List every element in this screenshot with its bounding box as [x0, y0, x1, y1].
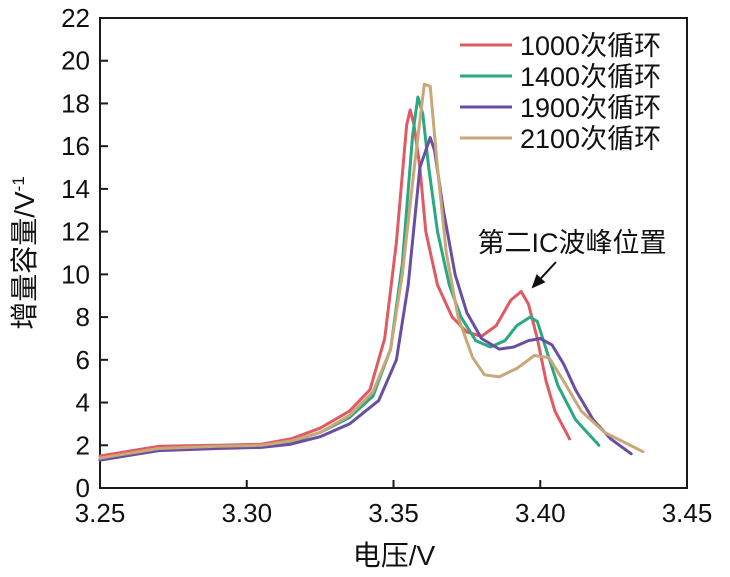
y-tick-label: 2 — [76, 430, 90, 460]
legend-label: 1000次循环 — [520, 31, 661, 61]
x-tick-label: 3.25 — [75, 498, 126, 528]
y-tick-label: 12 — [61, 217, 90, 247]
series-line — [98, 82, 645, 460]
x-tick-label: 3.35 — [368, 498, 419, 528]
legend-label: 1400次循环 — [520, 62, 661, 92]
legend-label: 2100次循环 — [520, 124, 661, 154]
annotation-text: 第二IC波峰位置 — [478, 228, 667, 258]
y-tick-label: 4 — [76, 388, 90, 418]
y-axis-title: 增量容量/V-1 — [9, 176, 40, 330]
y-tick-label: 16 — [61, 131, 90, 161]
y-axis-title-main: 增量容量/V — [9, 191, 40, 330]
y-tick-label: 8 — [76, 302, 90, 332]
x-tick-label: 3.45 — [662, 498, 713, 528]
y-tick-label: 6 — [76, 345, 90, 375]
y-tick-label: 0 — [76, 473, 90, 503]
annotation: 第二IC波峰位置 — [478, 228, 667, 289]
legend-label: 1900次循环 — [520, 93, 661, 123]
x-axis-title: 电压/V — [353, 540, 436, 571]
y-tick-label: 14 — [61, 174, 90, 204]
annotation-arrow-line — [540, 261, 557, 279]
y-tick-label: 20 — [61, 46, 90, 76]
annotation-arrow-head — [531, 274, 546, 289]
y-tick-label: 10 — [61, 259, 90, 289]
x-tick-label: 3.30 — [221, 498, 272, 528]
y-tick-label: 22 — [61, 3, 90, 33]
ticks-layer: 3.25 3.30 3.35 3.40 3.45 0 2 4 6 8 10 12 14 16 18 20 22 — [61, 3, 712, 528]
y-tick-label: 18 — [61, 88, 90, 118]
series-layer — [98, 82, 645, 462]
y-axis-title-superscript: -1 — [9, 176, 28, 191]
series-line — [98, 136, 633, 462]
x-tick-label: 3.40 — [515, 498, 566, 528]
series-line — [98, 108, 572, 458]
